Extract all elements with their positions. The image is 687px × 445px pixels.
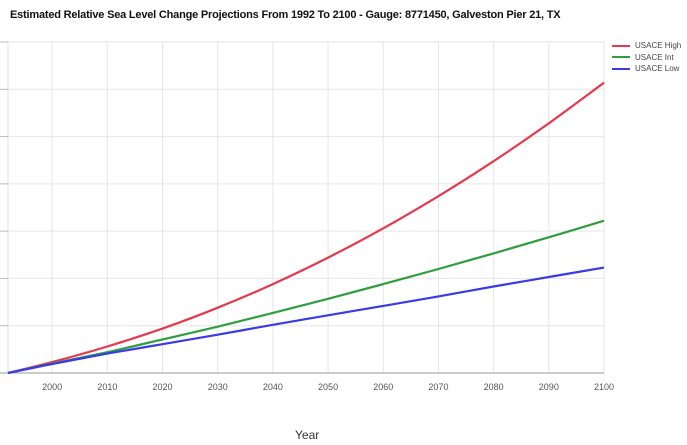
legend-item-high: USACE High <box>612 40 687 52</box>
legend-swatch-int <box>612 56 630 59</box>
series-line-1 <box>7 219 605 375</box>
x-tick-labels: 2000 2010 2020 2030 2040 2050 2060 2070 2080 2090… <box>42 382 614 392</box>
legend-item-int: USACE Int <box>612 52 687 64</box>
x-axis-label: Year <box>295 428 320 442</box>
x-tick-label-1: 2010 <box>97 382 117 392</box>
series-line-0 <box>7 81 605 375</box>
grid <box>7 41 605 374</box>
x-tick-label-3: 2030 <box>208 382 228 392</box>
legend-label-int: USACE Int <box>635 52 674 62</box>
legend-label-low: USACE Low <box>635 64 680 74</box>
series-lines <box>7 81 605 375</box>
legend: USACE High USACE Int USACE Low <box>612 40 687 75</box>
x-tick-label-8: 2080 <box>484 382 504 392</box>
x-tick-label-9: 2090 <box>539 382 559 392</box>
legend-label-high: USACE High <box>635 41 682 51</box>
legend-swatch-high <box>612 44 630 47</box>
chart-title: Estimated Relative Sea Level Change Proj… <box>10 9 561 21</box>
plot-area <box>7 41 605 374</box>
legend-swatch-low <box>612 67 630 70</box>
x-tick-label-10: 2100 <box>594 382 614 392</box>
series-line-2 <box>7 266 605 375</box>
x-tick-label-0: 2000 <box>42 382 62 392</box>
axes <box>0 41 604 374</box>
x-tick-label-4: 2040 <box>263 382 283 392</box>
x-tick-label-7: 2070 <box>428 382 448 392</box>
x-tick-label-6: 2060 <box>373 382 393 392</box>
x-tick-label-5: 2050 <box>318 382 338 392</box>
legend-item-low: USACE Low <box>612 63 687 75</box>
x-tick-label-2: 2020 <box>153 382 173 392</box>
